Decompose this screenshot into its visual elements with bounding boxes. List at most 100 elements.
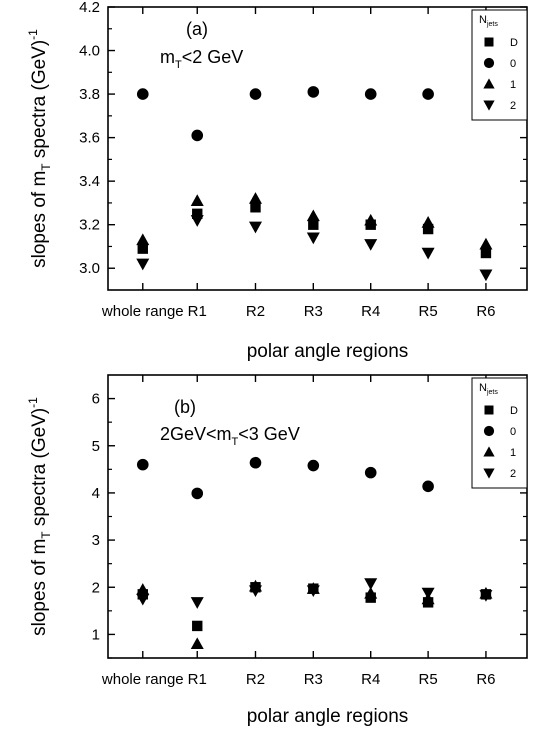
data-point-triangle-up (136, 583, 150, 595)
legend-marker-triangle-down (483, 468, 495, 479)
data-point-triangle-up (190, 637, 204, 650)
y-tick-label: 3.6 (79, 130, 100, 147)
x-tick-label: R3 (304, 303, 323, 320)
x-tick-label: R4 (361, 671, 380, 688)
x-tick-label: whole range (101, 671, 184, 688)
chart-panel-b: 1 2 3 4 5 6 whole range R1 R2 R3 R4 R5 R6 polar angle… (26, 374, 528, 727)
panel-label: (b) (174, 397, 196, 417)
series-1 (136, 192, 493, 250)
legend: Njets D 0 1 2 (471, 9, 528, 121)
series-0 (136, 86, 492, 142)
x-axis-title: polar angle regions (247, 706, 409, 727)
legend-title-text: N (479, 382, 487, 394)
y-tick-label: 3.0 (79, 260, 100, 277)
data-point-triangle-down (479, 590, 493, 602)
y-tick-label: 2 (92, 579, 100, 596)
series-2 (136, 578, 493, 609)
x-tick-label: R5 (419, 671, 438, 688)
data-point-triangle-down (306, 232, 320, 245)
y-tick-label: 3.4 (79, 173, 100, 190)
y-tick-label: 4 (92, 485, 100, 502)
data-point-circle (249, 88, 262, 100)
data-point-circle (364, 466, 377, 479)
data-point-triangle-down (421, 587, 435, 600)
cut-annotation-text: m (160, 47, 175, 67)
data-point-square (250, 202, 261, 213)
chart-panel-a: 3.0 3.2 3.4 3.6 3.8 4.0 4.2 whole range R1 R2 R3 R4… (26, 0, 528, 362)
y-tick-label: 4.2 (79, 0, 100, 16)
y-axis-title-sup: -1 (26, 397, 40, 408)
data-point-circle (249, 456, 262, 469)
x-tick-label: R4 (361, 303, 380, 320)
y-axis-title-sub: T (39, 531, 53, 539)
legend-title: Njets (479, 14, 498, 28)
y-tick-label: 3 (92, 532, 100, 549)
x-tick-label: R1 (188, 303, 207, 320)
cut-annotation-text: <3 GeV (238, 424, 300, 444)
legend-title: Njets (479, 382, 498, 396)
data-point-triangle-up (421, 216, 435, 228)
data-point-triangle-down (190, 597, 204, 609)
x-tick-label: R2 (246, 671, 265, 688)
series-D (137, 202, 492, 259)
data-point-triangle-down (364, 239, 378, 251)
cut-annotation-text: <2 GeV (182, 47, 244, 67)
data-point-circle (364, 88, 377, 100)
y-axis-title-text: slopes of m (29, 539, 50, 636)
data-point-square (192, 620, 203, 632)
legend-box (471, 9, 528, 121)
data-point-triangle-up (190, 194, 204, 206)
x-tick-label: R3 (304, 671, 323, 688)
legend-title-sub: jets (486, 21, 498, 28)
panel-label: (a) (186, 19, 208, 39)
data-point-circle (191, 129, 204, 142)
y-tick-label: 4.0 (79, 43, 100, 60)
x-tick-label: R6 (476, 303, 495, 320)
y-axis-title-sub: T (39, 163, 53, 171)
data-point-triangle-up (364, 586, 378, 599)
x-tick-label: R5 (419, 303, 438, 320)
y-tick-label: 6 (92, 391, 100, 408)
data-point-triangle-down (306, 585, 320, 598)
legend-title-sub: jets (486, 389, 498, 396)
y-tick-label: 3.8 (79, 86, 100, 103)
series-0 (136, 456, 492, 500)
y-tick-label: 5 (92, 438, 100, 455)
x-tick-label: whole range (101, 303, 184, 320)
data-point-circle (422, 480, 434, 493)
plot-frame (107, 6, 528, 291)
legend-marker-square (484, 37, 494, 47)
data-point-triangle-up (306, 209, 320, 222)
data-point-square (137, 243, 148, 254)
data-point-square (480, 247, 492, 259)
legend-label: 1 (510, 79, 516, 91)
y-axis-title-sup: -1 (26, 29, 40, 40)
legend-label: 2 (510, 468, 516, 480)
data-point-triangle-down (136, 258, 150, 271)
y-axis-title-text: spectra (GeV) (29, 40, 50, 164)
data-point-square (422, 223, 434, 235)
data-point-triangle-down (421, 247, 435, 260)
data-point-triangle-up (479, 237, 493, 250)
data-point-triangle-up (136, 233, 150, 246)
data-point-circle (307, 459, 320, 472)
data-point-circle (422, 88, 434, 100)
cut-annotation: mT<2 GeV (160, 47, 243, 71)
legend-label: 0 (510, 58, 516, 70)
data-point-circle (191, 487, 204, 500)
data-point-circle (307, 86, 320, 98)
data-point-triangle-down (364, 578, 378, 590)
data-point-triangle-up (364, 213, 378, 226)
legend: Njets D 0 1 2 (471, 377, 528, 489)
y-axis-title-text: spectra (GeV) (29, 408, 50, 532)
legend-label: 0 (510, 426, 516, 438)
legend-marker-triangle-up (483, 446, 495, 457)
x-axis-title: polar angle regions (247, 341, 409, 362)
legend-label: 2 (510, 100, 516, 112)
data-point-circle (136, 458, 149, 471)
data-point-triangle-down (248, 221, 262, 234)
data-point-square (192, 208, 203, 220)
data-point-triangle-down (136, 593, 150, 606)
data-point-triangle-down (479, 269, 493, 282)
